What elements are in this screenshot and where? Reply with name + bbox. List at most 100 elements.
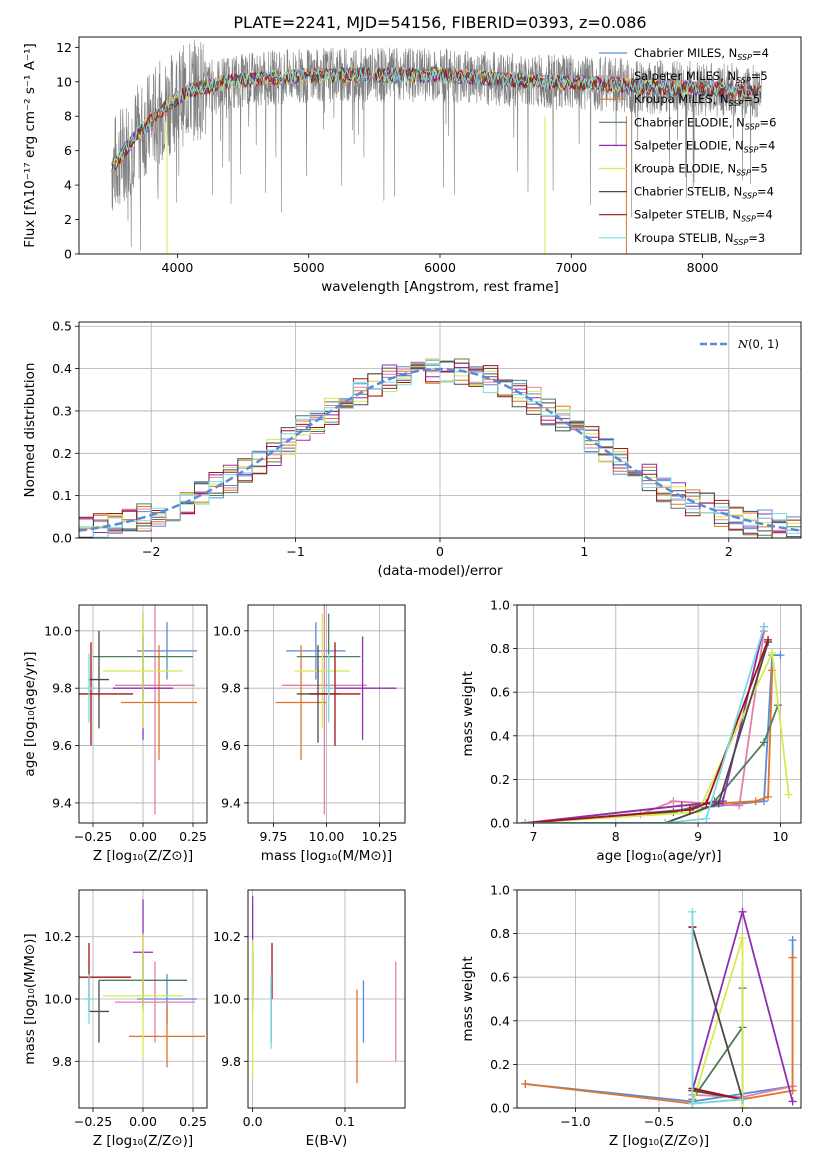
model-spectrum-line — [111, 65, 762, 172]
x-axis-label: Z [log₁₀(Z/Z⊙)] — [93, 1133, 193, 1149]
legend-label: Kroupa ELODIE, NSSP=5 — [634, 162, 768, 178]
y-tick-label: 9.8 — [52, 1054, 72, 1069]
axes-frame — [247, 604, 406, 824]
weight-series-line — [525, 626, 765, 823]
weight-point-marker — [521, 819, 530, 823]
weight_vs_age-plot-area — [521, 622, 793, 823]
y-tick-label: 12 — [56, 40, 72, 55]
x-tick-label: 0.00 — [129, 829, 157, 844]
weight-series-line — [525, 654, 781, 823]
y-tick-label: 9.6 — [52, 738, 72, 753]
x-axis-label: Z [log₁₀(Z/Z⊙)] — [609, 1133, 709, 1149]
weight-point-marker — [738, 933, 747, 942]
x-tick-label: 10.00 — [309, 829, 345, 844]
weight-point-marker — [661, 819, 670, 823]
weight-point-marker — [677, 801, 686, 810]
x-axis-label: Z [log₁₀(Z/Z⊙)] — [93, 848, 193, 864]
weight-series-line — [691, 937, 744, 1108]
x-tick-label: 2 — [725, 544, 733, 559]
x-tick-label: 0.0 — [243, 1114, 263, 1129]
y-tick-label: 0.2 — [490, 772, 510, 787]
y-tick-label: 9.6 — [221, 738, 241, 753]
axes-frame — [78, 604, 208, 824]
y-tick-label: 10.0 — [44, 623, 72, 638]
weight-point-marker — [738, 907, 747, 916]
y-tick-label: 9.4 — [221, 795, 241, 810]
weight-point-marker — [776, 651, 785, 660]
observed-spectrum — [111, 39, 762, 251]
axes-frame — [78, 889, 208, 1109]
normal-curve — [79, 367, 801, 532]
weight-point-marker — [768, 648, 777, 657]
weight-point-marker — [738, 1095, 747, 1104]
legend-label: Kroupa MILES, NSSP=5 — [634, 92, 760, 108]
y-tick-label: 0.4 — [490, 728, 510, 743]
y-tick-label: 10.0 — [213, 623, 241, 638]
weight-point-marker — [784, 790, 793, 799]
y-tick-label: 0.4 — [490, 1013, 510, 1028]
weight-series-line — [691, 926, 744, 1101]
x-tick-label: 9 — [694, 829, 702, 844]
legend-label: N(0, 1) — [737, 337, 779, 351]
age_vs_mass-plot-area — [275, 605, 397, 815]
legend-label: Salpeter STELIB, NSSP=4 — [634, 208, 773, 224]
y-tick-label: 10 — [56, 74, 72, 89]
x-axis-label: age [log₁₀(age/yr)] — [596, 848, 721, 864]
y-tick-label: 1.0 — [490, 883, 510, 898]
x-tick-label: 10.25 — [362, 829, 398, 844]
x-tick-label: −2 — [142, 544, 160, 559]
y-tick-label: 0.1 — [52, 488, 72, 503]
legend-label: Kroupa STELIB, NSSP=3 — [634, 231, 765, 247]
weight-series-line — [525, 631, 765, 823]
mass_vs_Z-plot-area — [79, 899, 205, 1068]
x-tick-label: 7000 — [555, 260, 587, 275]
x-tick-label: 8 — [612, 829, 620, 844]
weight-point-marker — [764, 792, 773, 801]
y-tick-label: 0.0 — [490, 1101, 510, 1116]
legend-label: Chabrier ELODIE, NSSP=6 — [634, 115, 776, 131]
residual-histogram — [79, 363, 801, 538]
x-axis-label: wavelength [Angstrom, rest frame] — [321, 279, 559, 295]
weight-point-marker — [788, 1097, 797, 1106]
spectrum-plot-area — [111, 39, 762, 254]
residuals-chart: −2 −1 0 1 2 0.0 0.1 0.2 0.3 0.4 0.5 (data-model)/er… — [22, 319, 802, 579]
y-tick-label: 0.6 — [490, 970, 510, 985]
axes-frame — [516, 604, 802, 824]
y-tick-label: 0.6 — [490, 685, 510, 700]
y-tick-label: 0.8 — [490, 926, 510, 941]
weight-point-marker — [759, 622, 768, 631]
y-tick-label: 10.0 — [44, 992, 72, 1007]
y-tick-label: 1.0 — [490, 598, 510, 613]
weight-point-marker — [521, 1080, 530, 1089]
weight-point-marker — [685, 805, 694, 814]
residuals-plot-area — [79, 358, 801, 538]
y-axis-label: Flux [fλ10⁻¹⁷ erg cm⁻² s⁻¹ A⁻¹] — [22, 43, 38, 248]
y-tick-label: 8 — [64, 109, 72, 124]
x-tick-label: 4000 — [162, 260, 194, 275]
y-tick-label: 9.8 — [221, 681, 241, 696]
weight-point-marker — [669, 797, 678, 806]
axes-frame — [78, 36, 802, 255]
x-axis-label: mass [log₁₀(M/M⊙)] — [261, 848, 392, 864]
y-axis-label: age [log₁₀(age/yr)] — [22, 651, 38, 776]
legend-label: Salpeter ELODIE, NSSP=4 — [634, 138, 775, 154]
x-tick-label: −0.25 — [74, 1114, 112, 1129]
x-tick-label: 0.25 — [179, 1114, 207, 1129]
y-tick-label: 0.5 — [52, 319, 72, 334]
y-tick-label: 10.2 — [213, 929, 241, 944]
axes-frame — [78, 321, 802, 539]
x-tick-label: −1.0 — [560, 1114, 590, 1129]
y-tick-label: 10.0 — [213, 992, 241, 1007]
x-tick-label: 0 — [436, 544, 444, 559]
x-tick-label: −0.5 — [644, 1114, 674, 1129]
x-tick-label: 8000 — [687, 260, 719, 275]
mass_vs_ebv-plot-area — [251, 896, 397, 1084]
axes-frame — [516, 889, 802, 1109]
x-tick-label: 10 — [772, 829, 788, 844]
y-tick-label: 0.2 — [52, 446, 72, 461]
legend-label: Salpeter MILES, NSSP=5 — [634, 69, 768, 85]
age_vs_mass-chart: 9.75 10.00 10.25 9.4 9.6 9.8 10.0 mass [log₁₀(M… — [213, 604, 406, 864]
x-tick-label: 0.1 — [335, 1114, 355, 1129]
x-tick-label: 5000 — [293, 260, 325, 275]
mass_vs_ebv-chart: 0.0 0.1 9.8 10.0 10.2 E(B-V) — [213, 889, 406, 1149]
